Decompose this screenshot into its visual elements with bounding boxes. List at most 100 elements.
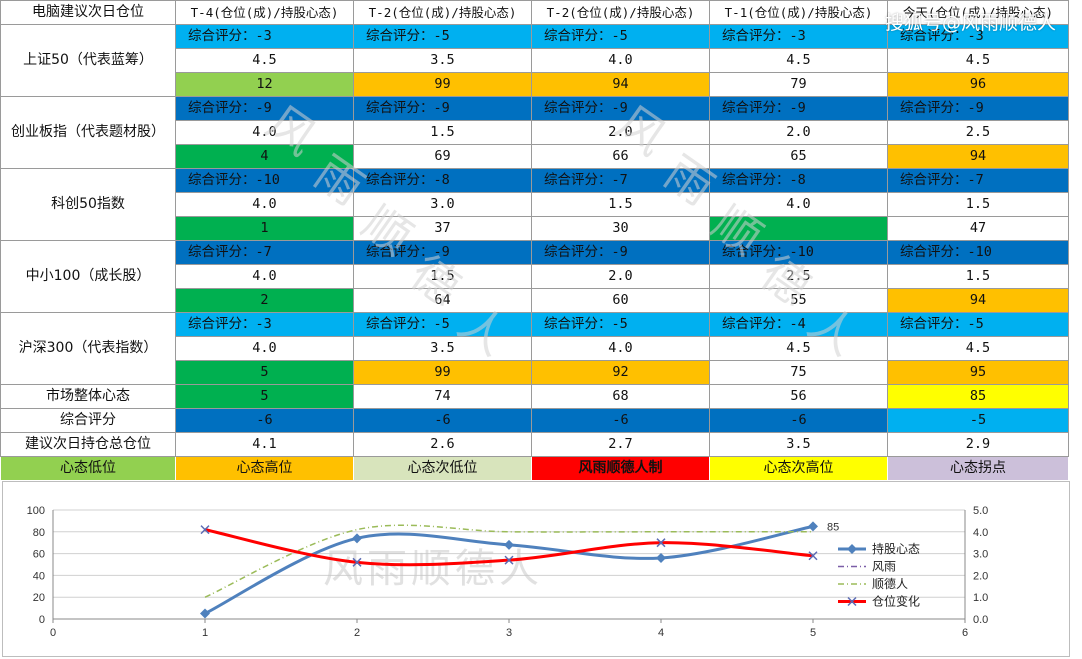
- y-right-tick-label: 2.0: [973, 570, 988, 582]
- score-cell: 综合评分：-10: [709, 240, 888, 265]
- position-row: 4.0 1.5 2.0 2.0 2.5: [1, 120, 1069, 145]
- score-cell: 综合评分：-9: [531, 96, 710, 121]
- position-cell: 4.0: [175, 120, 354, 145]
- summary-cell: -6: [353, 408, 532, 433]
- score-cell: 综合评分：-9: [887, 96, 1069, 121]
- x-tick-label: 4: [658, 627, 664, 639]
- mood-cell: 69: [353, 144, 532, 169]
- score-cell: 综合评分：-10: [887, 240, 1069, 265]
- position-cell: 4.0: [531, 336, 710, 361]
- data-point-x: [200, 525, 210, 535]
- y-left-tick-label: 100: [27, 505, 45, 517]
- summary-label: 市场整体心态: [0, 384, 176, 409]
- legend-cell: 心态高位: [175, 456, 354, 481]
- legend-marker: [847, 596, 857, 607]
- score-cell: 综合评分：-5: [887, 312, 1069, 337]
- index-name: 沪深300（代表指数）: [0, 312, 176, 385]
- score-cell: 综合评分：-5: [531, 24, 710, 49]
- data-point-x: [504, 555, 514, 565]
- legend-label: 持股心态: [872, 541, 920, 556]
- header-row: 电脑建议次日仓位 T-4(仓位(成)/持股心态) T-2(仓位(成)/持股心态) T-…: [0, 0, 1069, 25]
- data-label: 85: [827, 521, 839, 533]
- x-tick-label: 1: [202, 627, 208, 639]
- position-cell: 2.5: [887, 120, 1069, 145]
- mood-cell: 66: [531, 144, 710, 169]
- mood-row: 2 64 60 55 94: [1, 288, 1069, 313]
- x-tick-label: 0: [50, 627, 56, 639]
- score-row: 科创50指数 综合评分：-10 综合评分：-8 综合评分：-7 综合评分：-8 综合评分：…: [0, 168, 1069, 241]
- legend-marker: [847, 544, 857, 554]
- header-cell: T-4(仓位(成)/持股心态): [175, 0, 354, 25]
- position-row: 4.0 3.5 4.0 4.5 4.5: [1, 336, 1069, 361]
- mood-cell: 4: [175, 144, 354, 169]
- summary-cell: 4.1: [175, 432, 354, 457]
- watermark-text: 搜狐号@风雨顺德人: [884, 12, 1056, 34]
- position-cell: 2.5: [709, 264, 888, 289]
- summary-cell: 2.7: [531, 432, 710, 457]
- summary-cell: 2.9: [887, 432, 1069, 457]
- position-cell: 3.5: [353, 48, 532, 73]
- position-cell: 2.0: [709, 120, 888, 145]
- position-cell: 4.0: [175, 336, 354, 361]
- y-right-tick-label: 1.0: [973, 592, 988, 604]
- mood-cell: 12: [175, 72, 354, 97]
- position-cell: 3.5: [353, 336, 532, 361]
- data-point-diamond: [200, 608, 210, 619]
- header-cell: 今天(仓位(成)/持股心态): [887, 0, 1069, 25]
- summary-row: 市场整体心态 5 74 68 56 85: [0, 384, 1069, 409]
- summary-cell: 2.6: [353, 432, 532, 457]
- mood-cell: 95: [887, 360, 1069, 385]
- summary-row: 建议次日持仓总仓位 4.1 2.6 2.7 3.5 2.9: [0, 432, 1069, 457]
- summary-cell: 3.5: [709, 432, 888, 457]
- data-point-diamond: [352, 533, 362, 544]
- score-cell: 综合评分：-9: [709, 96, 888, 121]
- position-row: 4.5 3.5 4.0 4.5 4.5: [1, 48, 1069, 73]
- summary-cell: 56: [709, 384, 888, 409]
- summary-cell: -6: [531, 408, 710, 433]
- position-cell: 4.0: [175, 192, 354, 217]
- summary-cell: 85: [887, 384, 1069, 409]
- line-chart: 0 20 40 60 80 100 0.0 1.0 2.0 3.0 4.0 5.0 0 1 2 3 4 5 6 风雨顺…: [2, 481, 1070, 657]
- position-cell: 1.5: [353, 120, 532, 145]
- mood-cell: 92: [531, 360, 710, 385]
- position-cell: 4.0: [709, 192, 888, 217]
- position-cell: 4.5: [887, 48, 1069, 73]
- summary-cell: -5: [887, 408, 1069, 433]
- mood-cell: 96: [887, 72, 1069, 97]
- score-cell: 综合评分：-7: [887, 168, 1069, 193]
- y-right-tick-label: 0.0: [973, 614, 988, 626]
- summary-cell: 74: [353, 384, 532, 409]
- score-cell: 综合评分：-7: [175, 240, 354, 265]
- header-cell: T-2(仓位(成)/持股心态): [353, 0, 532, 25]
- legend-cell: 风雨顺德人制: [531, 456, 710, 481]
- y-left-tick-label: 20: [33, 592, 45, 604]
- position-cell: 4.5: [887, 336, 1069, 361]
- summary-cell: 68: [531, 384, 710, 409]
- score-row: 上证50（代表蓝筹） 综合评分：-3 综合评分：-5 综合评分：-5 综合评分：-3 综合…: [0, 24, 1069, 97]
- legend-label: 风雨: [872, 560, 896, 574]
- x-tick-label: 3: [506, 627, 512, 639]
- legend-label: 顺德人: [872, 576, 908, 591]
- legend-cell: 心态低位: [0, 456, 176, 481]
- mood-cell: 64: [353, 288, 532, 313]
- y-right-tick-label: 4.0: [973, 527, 988, 539]
- score-cell: 综合评分：-5: [353, 24, 532, 49]
- data-point-x: [352, 557, 362, 567]
- x-tick-label: 2: [354, 627, 360, 639]
- data-point-x: [656, 538, 666, 548]
- y-left-tick-label: 60: [33, 549, 45, 561]
- index-name: 创业板指（代表题材股）: [0, 96, 176, 169]
- position-cell: 4.0: [531, 48, 710, 73]
- score-cell: 综合评分：-7: [531, 168, 710, 193]
- summary-row: 综合评分 -6 -6 -6 -6 -5: [0, 408, 1069, 433]
- position-cell: 1.5: [531, 192, 710, 217]
- score-cell: 综合评分：-3: [709, 24, 888, 49]
- index-name: 中小100（成长股）: [0, 240, 176, 313]
- mood-cell: 79: [709, 72, 888, 97]
- summary-cell: -6: [709, 408, 888, 433]
- line-chart-svg: 0 20 40 60 80 100 0.0 1.0 2.0 3.0 4.0 5.0 0 1 2 3 4 5 6 风雨顺…: [27, 505, 989, 639]
- data-point-diamond: [656, 552, 666, 563]
- score-row: 中小100（成长股） 综合评分：-7 综合评分：-9 综合评分：-9 综合评分：-10 综…: [0, 240, 1069, 313]
- position-cell: 2.0: [531, 264, 710, 289]
- legend-cell: 心态拐点: [887, 456, 1069, 481]
